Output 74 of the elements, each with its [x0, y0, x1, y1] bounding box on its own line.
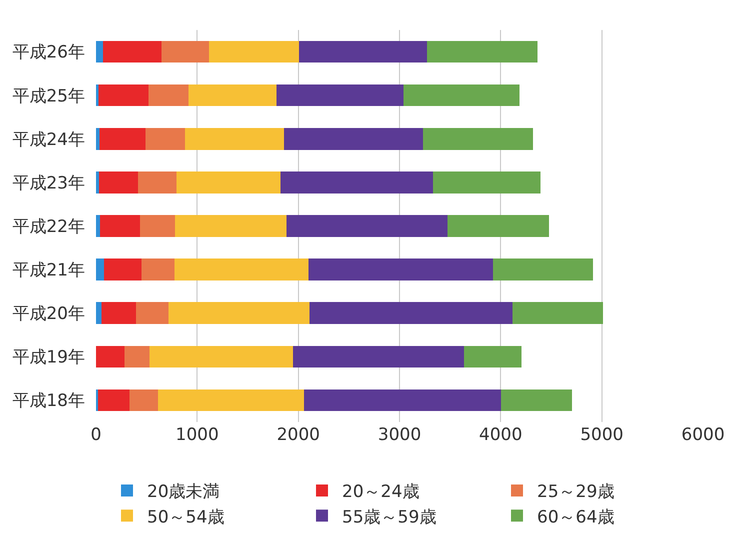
- legend-label: 50～54歳: [147, 507, 224, 528]
- bar: [184, 128, 284, 150]
- bar: [293, 346, 464, 368]
- bar: [104, 258, 142, 280]
- y-tick-label: 平成21年: [12, 260, 85, 281]
- y-tick-label: 平成24年: [12, 130, 85, 150]
- y-tick-label: 平成19年: [12, 348, 85, 368]
- bar: [188, 84, 276, 106]
- bar: [158, 389, 304, 412]
- bar: [96, 128, 100, 150]
- x-tick-label: 4000: [479, 425, 522, 445]
- bar: [500, 389, 572, 412]
- bar: [208, 40, 300, 63]
- bar: [512, 302, 604, 324]
- bar: [309, 302, 512, 324]
- legend-label: 20歳未満: [147, 482, 220, 502]
- bar: [422, 128, 534, 150]
- bar: [96, 40, 103, 63]
- bar: [129, 389, 158, 412]
- legend-label: 20～24歳: [342, 482, 420, 502]
- x-tick-label: 6000: [681, 425, 725, 445]
- y-tick-label: 平成20年: [12, 304, 85, 324]
- bar: [149, 346, 294, 368]
- bar: [286, 215, 448, 237]
- bar: [98, 84, 149, 106]
- x-tick-label: 1000: [176, 425, 219, 445]
- legend-label: 60～64歳: [537, 507, 614, 528]
- bar: [280, 172, 433, 194]
- bar: [304, 389, 501, 412]
- bar: [276, 84, 404, 106]
- bar: [96, 172, 99, 194]
- bar: [140, 215, 175, 237]
- bar: [403, 84, 520, 106]
- bar: [101, 302, 136, 324]
- y-tick-label: 平成18年: [12, 391, 85, 412]
- bar: [96, 215, 100, 237]
- bar: [161, 40, 209, 63]
- bar: [148, 84, 188, 106]
- y-tick-label: 平成23年: [12, 173, 85, 194]
- bar: [432, 172, 541, 194]
- bar: [96, 346, 124, 368]
- bar: [96, 84, 99, 106]
- bar: [464, 346, 522, 368]
- x-tick-label: 2000: [276, 425, 320, 445]
- y-tick-label: 平成25年: [12, 86, 85, 106]
- bar: [98, 389, 130, 412]
- bar: [493, 258, 594, 280]
- bar: [100, 215, 140, 237]
- bar: [426, 40, 538, 63]
- bar: [96, 302, 102, 324]
- legend-label: 25～29歳: [537, 482, 614, 502]
- bar: [168, 302, 310, 324]
- legend-label: 55歳～59歳: [342, 507, 436, 528]
- x-tick-label: 3000: [378, 425, 422, 445]
- bar: [145, 128, 185, 150]
- x-tick-label: 0: [90, 425, 102, 445]
- bar: [138, 172, 177, 194]
- bar: [447, 215, 550, 237]
- x-tick-label: 5000: [580, 425, 624, 445]
- bar: [176, 172, 281, 194]
- bar: [102, 40, 162, 63]
- bar: [98, 172, 138, 194]
- bar: [174, 215, 286, 237]
- bar: [284, 128, 423, 150]
- bar: [299, 40, 427, 63]
- y-tick-label: 平成26年: [12, 42, 85, 63]
- bar: [142, 258, 175, 280]
- bar: [96, 258, 104, 280]
- bar: [100, 128, 146, 150]
- bar: [174, 258, 309, 280]
- bar: [308, 258, 494, 280]
- y-tick-label: 平成22年: [12, 216, 85, 237]
- bar: [124, 346, 150, 368]
- bar: [136, 302, 168, 324]
